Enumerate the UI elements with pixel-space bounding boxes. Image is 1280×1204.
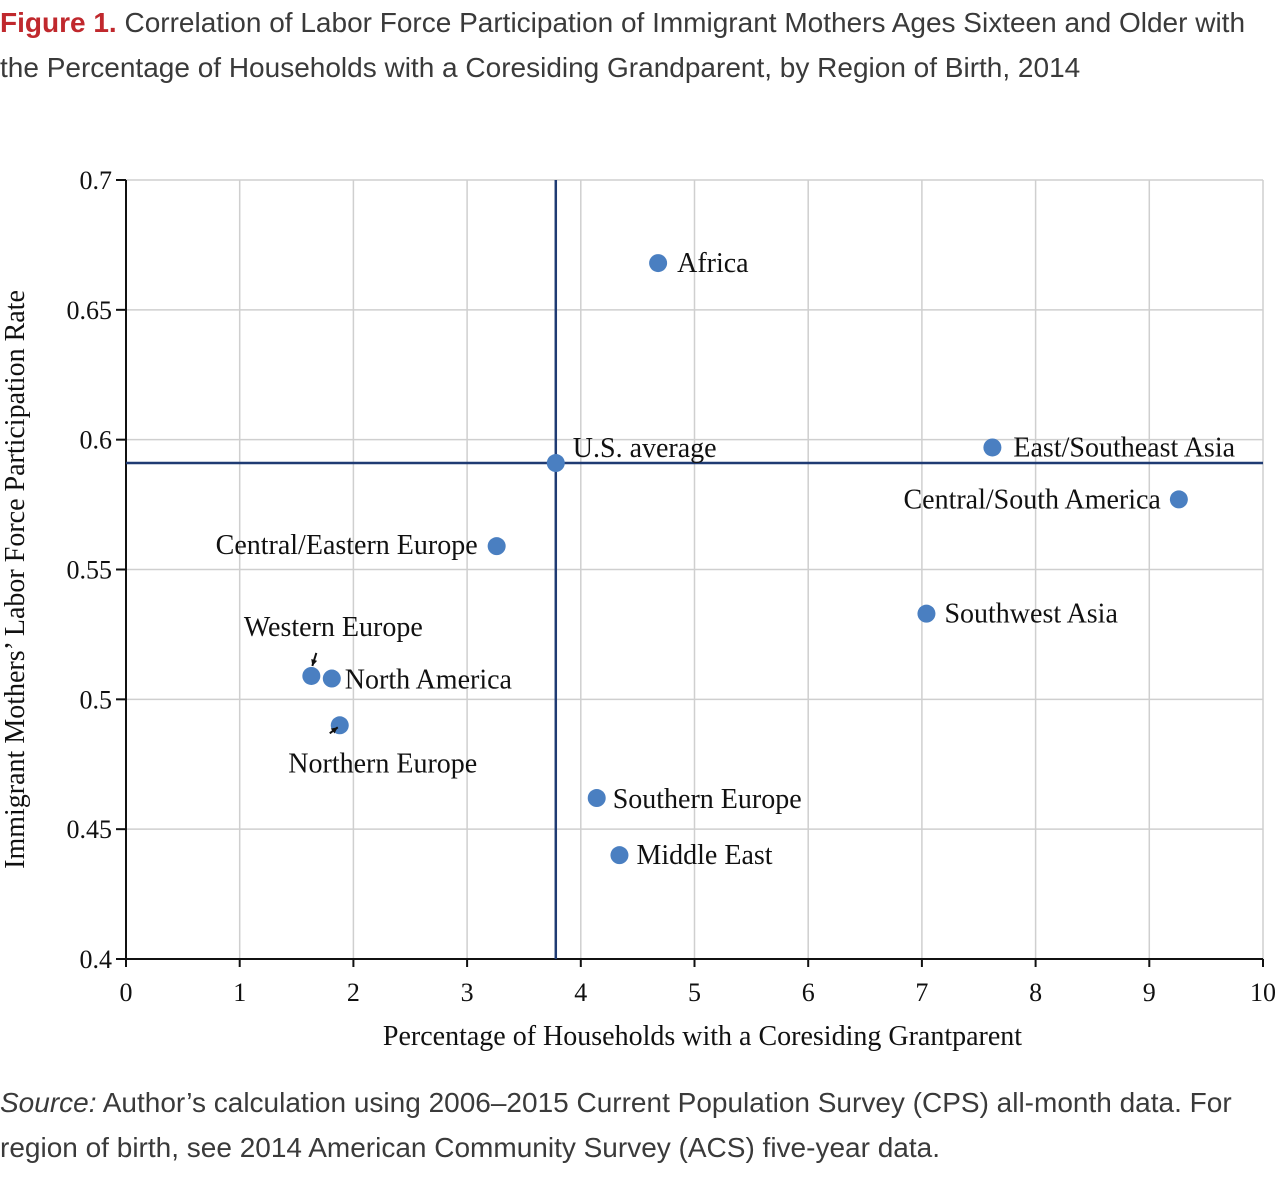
x-tick-label: 10 (1250, 978, 1276, 1007)
reference-lines (126, 180, 1263, 959)
y-axis-label: Immigrant Mothers’ Labor Force Participa… (0, 290, 31, 869)
data-point (302, 666, 321, 685)
x-tick-label: 4 (574, 978, 587, 1007)
point-label: U.S. average (573, 433, 717, 464)
point-label: Africa (677, 248, 749, 279)
point-label: Southwest Asia (944, 599, 1118, 630)
data-point (610, 846, 629, 865)
data-point (587, 789, 606, 808)
figure-label: Figure 1. (0, 7, 117, 38)
data-point (546, 454, 565, 473)
point-label: Western Europe (244, 612, 423, 643)
source-text: Author’s calculation using 2006–2015 Cur… (0, 1087, 1232, 1163)
x-tick-label: 1 (233, 978, 246, 1007)
y-tick-label: 0.4 (80, 945, 113, 974)
scatter-chart: Africa U.S. average East/Southeast Asia Cen… (0, 166, 1277, 1052)
source-label: Source: (0, 1087, 97, 1118)
x-tick-label: 0 (120, 978, 133, 1007)
figure-title-text: Correlation of Labor Force Participation… (0, 7, 1246, 83)
data-point (1169, 490, 1188, 509)
source-note: Source: Author’s calculation using 2006–… (0, 1080, 1278, 1170)
data-point (917, 604, 936, 623)
axes (116, 179, 1264, 967)
x-tick-label: 3 (461, 978, 474, 1007)
x-tick-label: 9 (1143, 978, 1156, 1007)
x-tick-label: 5 (688, 978, 701, 1007)
x-tick-label: 7 (915, 978, 928, 1007)
y-tick-label: 0.65 (67, 296, 113, 325)
point-label: Northern Europe (288, 748, 477, 779)
point-label: Central/South America (903, 484, 1161, 515)
point-label: Middle East (636, 840, 772, 871)
x-tick-label: 6 (802, 978, 815, 1007)
data-point (983, 438, 1002, 457)
point-label: East/Southeast Asia (1013, 432, 1235, 463)
point-label: North America (345, 665, 513, 696)
y-tick-label: 0.55 (67, 556, 113, 585)
x-axis-label: Percentage of Households with a Coresidi… (383, 1021, 1022, 1052)
point-label: Central/Eastern Europe (216, 530, 478, 561)
tick-labels: 0 1 2 3 4 5 6 7 8 9 10 0.4 0.45 0.5 0.55 0.6 0.65 0.7 (67, 166, 1277, 1007)
data-point (322, 669, 341, 688)
data-point (649, 254, 668, 273)
figure-title: Figure 1. Correlation of Labor Force Par… (0, 0, 1278, 90)
x-tick-label: 8 (1029, 978, 1042, 1007)
label-arrowhead (311, 659, 318, 666)
y-tick-label: 0.5 (80, 685, 113, 714)
y-tick-label: 0.45 (67, 815, 113, 844)
point-label: Southern Europe (613, 784, 802, 815)
y-tick-label: 0.7 (80, 166, 113, 195)
x-tick-label: 2 (347, 978, 360, 1007)
data-points: Africa U.S. average East/Southeast Asia Cen… (216, 248, 1236, 871)
y-tick-label: 0.6 (80, 426, 113, 455)
label-arrowhead (330, 727, 338, 734)
data-point (487, 537, 506, 556)
grid-lines (126, 179, 1264, 959)
